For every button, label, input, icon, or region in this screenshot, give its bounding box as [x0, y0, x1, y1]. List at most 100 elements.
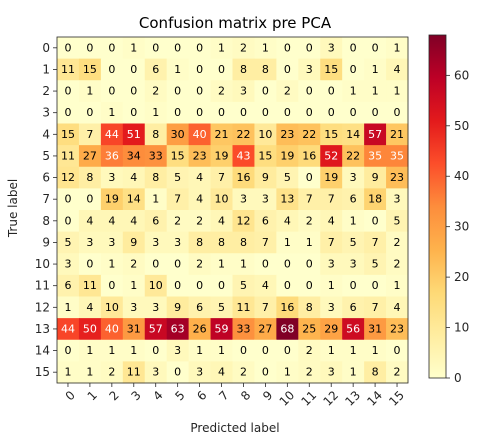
- heatmap-cell: [386, 58, 409, 81]
- cell-value-label: 0: [284, 63, 291, 76]
- heatmap-cell: [254, 145, 277, 168]
- x-tick-label: 15: [386, 388, 407, 409]
- heatmap-cell: [386, 101, 409, 124]
- heatmap-cell: [276, 210, 299, 233]
- heatmap-cell: [254, 123, 277, 146]
- cell-value-label: 9: [130, 236, 137, 249]
- cell-value-label: 23: [390, 322, 404, 335]
- heatmap-cell: [276, 80, 299, 103]
- heatmap-cell: [210, 101, 233, 124]
- cell-value-label: 4: [86, 301, 93, 314]
- cell-value-label: 2: [394, 258, 401, 271]
- colorbar-tick-label: 10: [454, 321, 469, 335]
- cell-value-label: 0: [240, 344, 247, 357]
- heatmap-cell: [342, 253, 365, 276]
- cell-value-label: 57: [149, 322, 163, 335]
- cell-value-label: 36: [105, 149, 119, 162]
- heatmap-cell: [100, 101, 124, 124]
- cell-value-label: 1: [284, 236, 291, 249]
- cell-value-label: 4: [394, 63, 401, 76]
- cell-value-label: 6: [152, 63, 159, 76]
- heatmap-cell: [364, 123, 387, 146]
- heatmap-cell: [144, 80, 168, 103]
- cell-value-label: 4: [328, 214, 335, 227]
- cell-value-label: 0: [86, 258, 93, 271]
- cell-value-label: 3: [196, 366, 203, 379]
- cell-value-label: 7: [372, 301, 379, 314]
- cell-value-label: 51: [127, 128, 141, 141]
- cell-value-label: 2: [394, 236, 401, 249]
- heatmap-cell: [166, 123, 190, 146]
- cell-value-label: 0: [350, 279, 357, 292]
- cell-value-label: 0: [196, 279, 203, 292]
- cell-value-label: 1: [372, 344, 379, 357]
- cell-value-label: 3: [108, 171, 115, 184]
- cell-value-label: 3: [240, 85, 247, 98]
- heatmap-cell: [254, 210, 277, 233]
- heatmap-cell: [57, 361, 80, 384]
- x-tick-label: 10: [277, 388, 298, 409]
- heatmap-cell: [232, 253, 255, 276]
- y-tick-label: 0: [42, 41, 50, 55]
- heatmap-cell: [100, 145, 124, 168]
- heatmap-cell: [188, 123, 212, 146]
- x-tick-label: 11: [299, 388, 320, 409]
- cell-value-label: 1: [86, 344, 93, 357]
- cell-value-label: 40: [105, 322, 119, 335]
- heatmap-cell: [188, 210, 212, 233]
- cell-value-label: 1: [328, 344, 335, 357]
- heatmap-cell: [232, 101, 255, 124]
- cell-value-label: 16: [302, 149, 316, 162]
- x-tick-label: 4: [150, 388, 165, 403]
- heatmap-cell: [78, 210, 102, 233]
- cell-value-label: 2: [218, 85, 225, 98]
- cell-value-label: 12: [61, 171, 75, 184]
- cell-value-label: 1: [394, 279, 401, 292]
- heatmap-cell: [232, 210, 255, 233]
- cell-value-label: 8: [262, 63, 269, 76]
- y-tick-label: 14: [35, 344, 50, 358]
- heatmap-cell: [57, 210, 80, 233]
- cell-value-label: 1: [64, 301, 71, 314]
- cell-value-label: 0: [262, 366, 269, 379]
- heatmap-cell: [144, 318, 168, 341]
- cell-value-label: 2: [152, 85, 159, 98]
- cell-value-label: 0: [262, 344, 269, 357]
- heatmap-cell: [122, 145, 146, 168]
- cell-value-label: 0: [64, 106, 71, 119]
- heatmap-cell: [254, 318, 277, 341]
- heatmap-cell: [100, 188, 124, 211]
- heatmap-cell: [298, 80, 321, 103]
- cell-value-label: 4: [130, 171, 137, 184]
- heatmap-cell: [144, 274, 168, 297]
- heatmap-cell: [57, 145, 80, 168]
- cell-value-label: 31: [127, 322, 141, 335]
- cell-value-label: 0: [262, 85, 269, 98]
- heatmap-cell: [166, 318, 190, 341]
- cell-value-label: 15: [258, 149, 272, 162]
- cell-value-label: 26: [193, 322, 207, 335]
- heatmap-cell: [254, 101, 277, 124]
- heatmap-cell: [386, 188, 409, 211]
- cell-value-label: 0: [306, 41, 313, 54]
- cell-value-label: 44: [105, 128, 119, 141]
- cell-value-label: 40: [193, 128, 207, 141]
- heatmap-cell: [298, 210, 321, 233]
- heatmap-cell: [166, 80, 190, 103]
- cell-value-label: 2: [240, 366, 247, 379]
- cell-value-label: 31: [368, 322, 382, 335]
- heatmap-cell: [122, 37, 146, 60]
- cell-value-label: 1: [130, 279, 137, 292]
- heatmap-cell: [78, 58, 102, 81]
- cell-value-label: 1: [130, 41, 137, 54]
- heatmap-cell: [166, 361, 190, 384]
- cell-value-label: 9: [372, 171, 379, 184]
- cell-value-label: 1: [108, 258, 115, 271]
- cell-value-label: 2: [196, 214, 203, 227]
- cell-value-label: 19: [280, 149, 294, 162]
- cell-value-label: 16: [280, 301, 294, 314]
- y-tick-label: 2: [42, 84, 50, 98]
- heatmap-cell: [122, 210, 146, 233]
- cell-value-label: 0: [196, 85, 203, 98]
- heatmap-cell: [188, 231, 212, 254]
